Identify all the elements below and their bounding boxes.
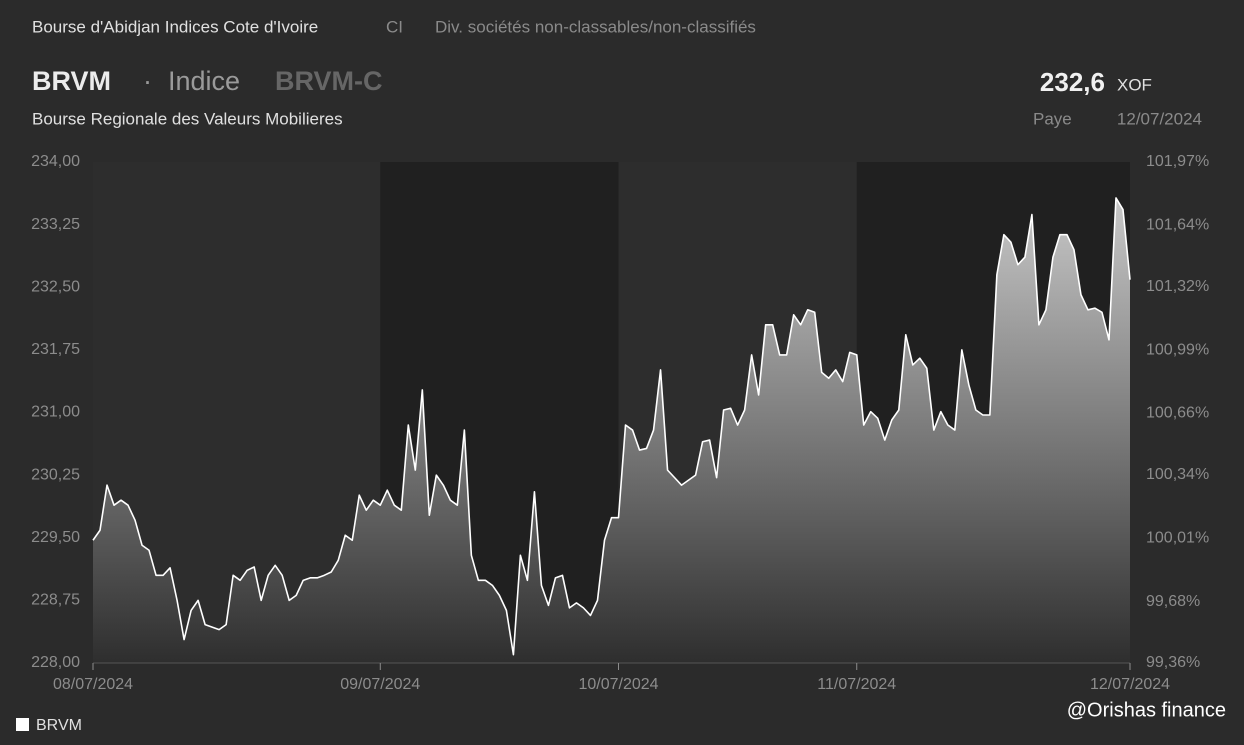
x-tick-label: 11/07/2024 [817, 676, 896, 693]
y2-tick-label: 100,01% [1146, 529, 1209, 546]
currency: XOF [1117, 75, 1152, 94]
y-tick-label: 229,50 [31, 529, 80, 546]
y2-tick-label: 101,97% [1146, 153, 1209, 170]
y2-tick-label: 100,99% [1146, 341, 1209, 358]
y-tick-label: 228,75 [31, 592, 80, 609]
kind: Indice [168, 66, 240, 96]
y-tick-label: 231,75 [31, 341, 80, 358]
y2-tick-label: 100,34% [1146, 466, 1209, 483]
x-tick-label: 09/07/2024 [340, 676, 420, 693]
price: 232,6 [1040, 67, 1105, 97]
y2-tick-label: 99,68% [1146, 593, 1200, 610]
separator: · [143, 66, 152, 96]
exchange: Bourse d'Abidjan Indices Cote d'Ivoire [32, 17, 318, 36]
y2-tick-label: 101,64% [1146, 217, 1209, 234]
legend-swatch [16, 718, 29, 731]
x-tick-label: 10/07/2024 [578, 676, 658, 693]
line [92, 197, 1131, 656]
area [93, 197, 1130, 663]
y-tick-label: 231,00 [31, 404, 80, 421]
status: Paye [1033, 109, 1072, 128]
x-tick-label: 12/07/2024 [1090, 676, 1170, 693]
y2-tick-label: 101,32% [1146, 278, 1209, 295]
y-tick-label: 233,25 [31, 216, 80, 233]
y-tick-label: 230,25 [31, 466, 80, 483]
country: CI [386, 17, 403, 36]
x-tick-label: 08/07/2024 [53, 676, 133, 693]
symbol: BRVM-C [275, 66, 383, 96]
y2-tick-label: 100,66% [1146, 405, 1209, 422]
legend-label: BRVM [36, 717, 82, 734]
y-tick-label: 232,50 [31, 278, 80, 295]
watermark: @Orishas finance [1067, 699, 1226, 721]
y-tick-label: 234,00 [31, 153, 80, 170]
quote-date: 12/07/2024 [1117, 109, 1202, 128]
full-name: Bourse Regionale des Valeurs Mobilieres [32, 109, 343, 128]
ticker: BRVM [32, 66, 111, 96]
y2-tick-label: 99,36% [1146, 654, 1200, 671]
sector: Div. sociétés non-classables/non-classif… [435, 17, 756, 36]
y-tick-label: 228,00 [31, 654, 80, 671]
